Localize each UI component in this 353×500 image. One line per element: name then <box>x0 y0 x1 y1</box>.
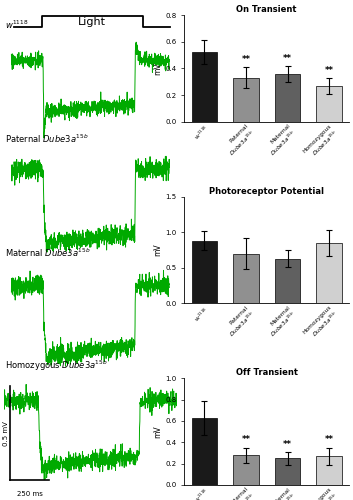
Bar <box>233 78 259 122</box>
Text: Light: Light <box>78 16 106 26</box>
Y-axis label: mV: mV <box>153 244 162 256</box>
Text: $w^{1118}$: $w^{1118}$ <box>5 18 29 31</box>
Bar <box>275 258 300 304</box>
Text: **: ** <box>283 54 292 62</box>
Title: Off Transient: Off Transient <box>236 368 298 378</box>
Text: **: ** <box>324 66 334 74</box>
Title: Photoreceptor Potential: Photoreceptor Potential <box>209 187 324 196</box>
Text: **: ** <box>241 55 251 64</box>
Bar <box>316 243 342 304</box>
Bar <box>192 240 217 304</box>
Bar <box>275 74 300 122</box>
Y-axis label: mV: mV <box>153 62 162 74</box>
Text: Paternal $Dube3a^{15b}$: Paternal $Dube3a^{15b}$ <box>5 133 89 145</box>
Bar <box>275 458 300 485</box>
Bar <box>316 456 342 485</box>
Text: 250 ms: 250 ms <box>17 490 42 496</box>
Title: On Transient: On Transient <box>237 5 297 14</box>
Text: **: ** <box>283 440 292 448</box>
Bar <box>192 418 217 485</box>
Bar <box>192 52 217 122</box>
Text: Maternal $Dube3a^{15b}$: Maternal $Dube3a^{15b}$ <box>5 247 91 259</box>
Bar <box>233 254 259 304</box>
Text: **: ** <box>324 436 334 444</box>
Y-axis label: mV: mV <box>153 426 162 438</box>
Text: Homozygous $Dube3a^{15b}$: Homozygous $Dube3a^{15b}$ <box>5 359 108 374</box>
Bar <box>233 455 259 485</box>
Text: 0.5 mV: 0.5 mV <box>3 421 9 446</box>
Bar <box>316 86 342 122</box>
Text: **: ** <box>241 436 251 444</box>
